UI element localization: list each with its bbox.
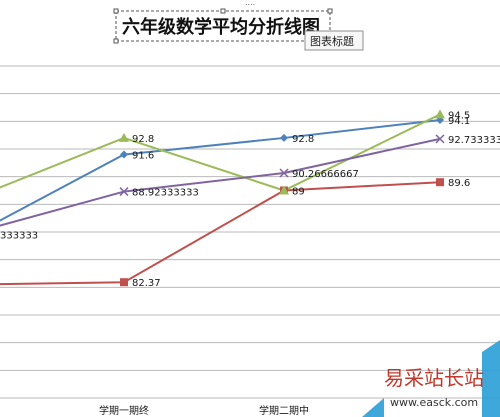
data-labels: 91.6 92.8 94.1 82.37 89 89.6 92.8 94.5 333333 88.… [0, 110, 500, 289]
series-line-4 [0, 137, 441, 227]
data-label: 89.6 [448, 178, 470, 189]
series-markers [119, 109, 445, 287]
data-label: 92.8 [292, 134, 314, 145]
watermark-url: www.easck.com [390, 396, 478, 409]
chart-title: 六年级数学平均分折线图 [122, 16, 320, 38]
data-point [435, 134, 445, 144]
data-point [435, 109, 445, 119]
data-point [120, 278, 128, 287]
data-label: 90.26666667 [292, 169, 359, 180]
data-label: 89 [292, 187, 305, 198]
data-label: 82.37 [132, 278, 161, 289]
data-label: 333333 [0, 230, 38, 241]
watermark: 易采站长站 www.easck.com [362, 340, 500, 417]
data-point [119, 132, 129, 142]
data-label: 94.5 [448, 110, 470, 121]
resize-handle-dots: .... [245, 0, 255, 7]
data-point [279, 168, 289, 178]
category-label: 学期二期中 [259, 404, 309, 417]
series-line-3 [0, 113, 441, 192]
series-line-1 [0, 118, 441, 222]
category-labels: 学期一期终 学期二期中 [99, 404, 309, 417]
tooltip: 图表标题 [304, 30, 364, 51]
data-label: 92.7333333 [448, 135, 500, 146]
data-point [280, 133, 288, 142]
chart-title-box[interactable]: 六年级数学平均分折线图 [113, 8, 333, 44]
data-point [279, 185, 289, 195]
data-point [119, 187, 129, 197]
data-point [436, 178, 444, 187]
series-lines [0, 113, 441, 286]
tooltip-text: 图表标题 [310, 34, 354, 48]
category-label: 学期一期终 [99, 404, 149, 417]
series-line-2 [0, 181, 441, 286]
data-label: 88.92333333 [132, 188, 199, 199]
data-label: 94.1 [448, 116, 470, 127]
data-label: 92.8 [132, 134, 154, 145]
gridlines [0, 65, 500, 399]
data-point [120, 150, 128, 159]
data-label: 91.6 [132, 151, 154, 162]
watermark-text: 易采站长站 [384, 366, 484, 390]
